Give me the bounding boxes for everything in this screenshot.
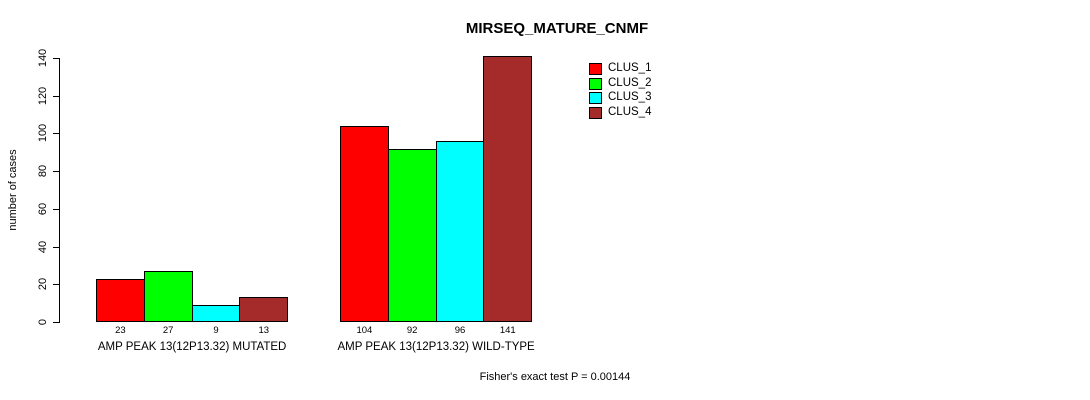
bar-value-label: 96 <box>454 325 466 336</box>
legend-label: CLUS_1 <box>608 62 652 74</box>
legend-label: CLUS_2 <box>608 76 652 89</box>
y-axis-tick <box>53 208 59 210</box>
y-axis-title: number of cases <box>7 149 19 231</box>
bar-value-label: 23 <box>115 325 126 336</box>
bar-clus_3-group1 <box>191 305 241 322</box>
y-axis-tick <box>53 322 59 323</box>
x-group-label: AMP PEAK 13(12P13.32) MUTATED <box>97 341 287 353</box>
legend-label: CLUS_4 <box>608 105 652 118</box>
y-axis-tick-label: 0 <box>37 318 49 326</box>
bar-value-label: 104 <box>356 325 373 336</box>
legend-swatch-icon <box>589 92 602 105</box>
bar-clus_2-group1 <box>143 271 193 322</box>
y-axis-tick <box>53 246 59 248</box>
bar-value-label: 27 <box>162 325 174 336</box>
bar-clus_4-group1 <box>239 297 289 322</box>
legend-swatch-icon <box>589 106 602 119</box>
fisher-test-note: Fisher's exact test P = 0.00144 <box>479 371 631 383</box>
y-axis-tick-label: 100 <box>37 124 49 143</box>
y-axis-tick-label: 20 <box>37 278 49 291</box>
bar-value-label: 141 <box>499 325 516 336</box>
y-axis-tick-label: 140 <box>37 48 49 68</box>
y-axis-tick <box>53 133 59 135</box>
bar-value-label: 9 <box>213 325 219 336</box>
bar-value-label: 92 <box>406 325 418 336</box>
chart-title: MIRSEQ_MATURE_CNMF <box>465 20 649 37</box>
y-axis-line <box>59 58 60 323</box>
legend-label: CLUS_3 <box>608 91 652 104</box>
y-axis-tick-label: 80 <box>37 165 49 178</box>
y-axis-tick <box>53 58 59 59</box>
y-axis-tick <box>53 284 59 286</box>
bar-clus_4-group2 <box>483 56 533 322</box>
bar-clus_1-group1 <box>96 278 145 322</box>
legend-swatch-icon <box>589 77 602 90</box>
y-axis-tick <box>53 171 59 173</box>
bar-clus_2-group2 <box>387 148 437 322</box>
x-group-label: AMP PEAK 13(12P13.32) WILD-TYPE <box>337 341 535 353</box>
bar-clus_3-group2 <box>435 140 485 322</box>
legend-swatch-icon <box>589 63 602 75</box>
y-axis-tick <box>53 95 59 97</box>
bar-value-label: 13 <box>258 325 270 336</box>
y-axis-tick-label: 60 <box>37 202 49 215</box>
y-axis-tick-label: 120 <box>37 86 49 105</box>
bar-clus_1-group2 <box>340 125 389 322</box>
y-axis-tick-label: 40 <box>37 240 49 253</box>
